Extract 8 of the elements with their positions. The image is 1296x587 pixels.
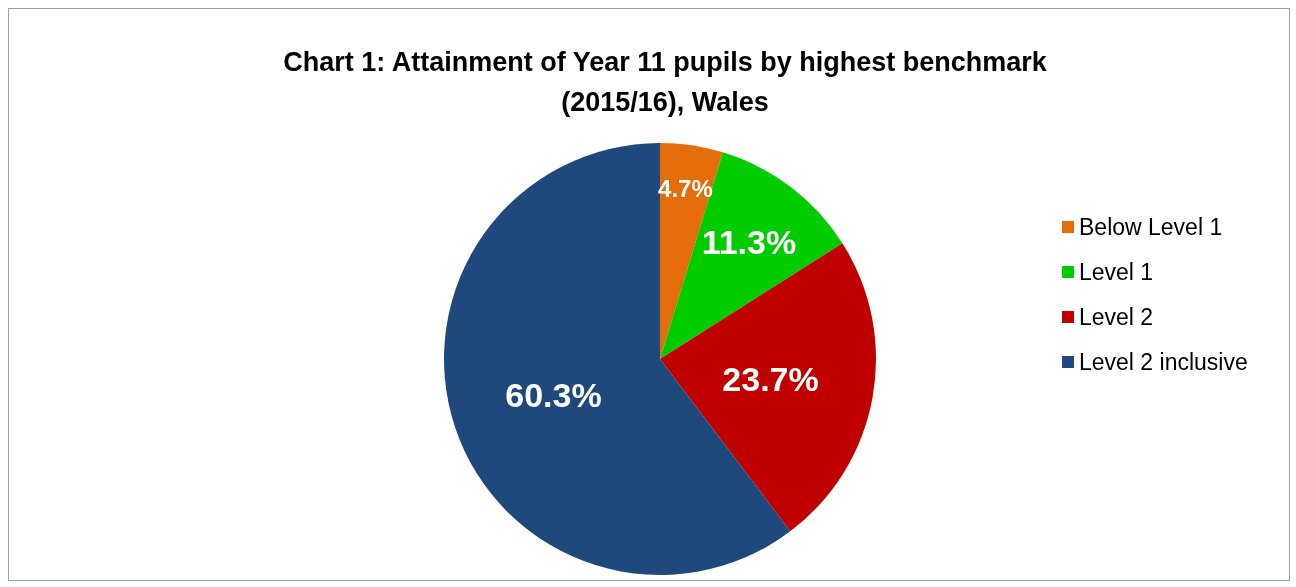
legend-label: Level 1	[1079, 259, 1154, 285]
legend-label: Below Level 1	[1079, 214, 1223, 240]
data-label: 23.7%	[722, 360, 819, 399]
data-label: 11.3%	[701, 223, 797, 262]
legend-label: Level 2	[1079, 304, 1154, 330]
chart-title: Chart 1: Attainment of Year 11 pupils by highest benchmark (2015/16), Wales	[283, 47, 1048, 117]
data-label: 60.3%	[505, 375, 602, 414]
legend-label: Level 2 inclusive	[1079, 349, 1248, 375]
